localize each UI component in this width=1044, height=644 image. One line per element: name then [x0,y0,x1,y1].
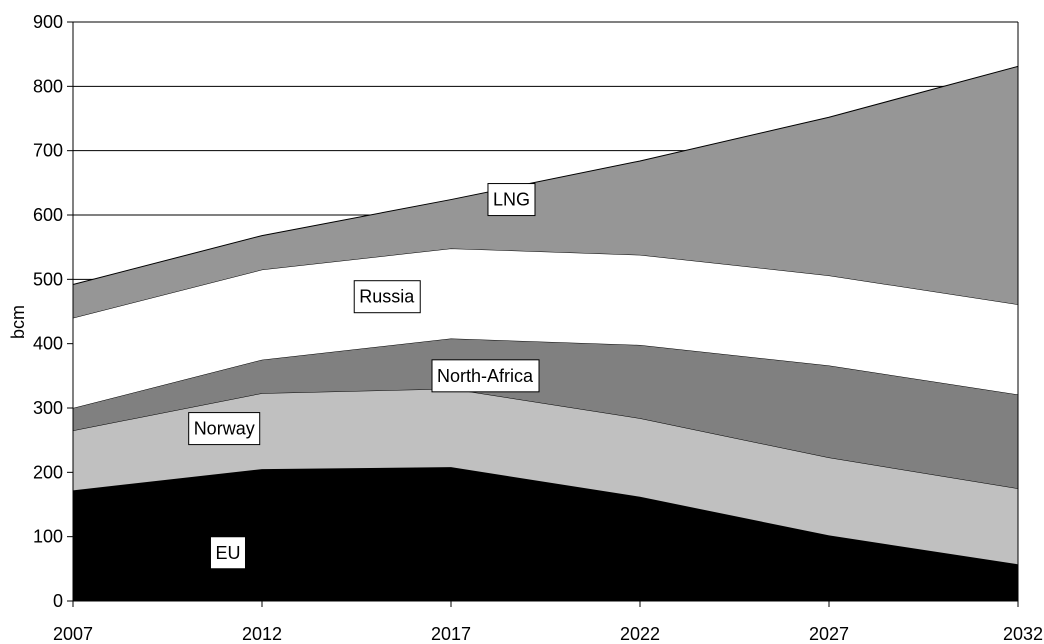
series-label-box [353,280,421,314]
axes: 0 100 200 300 400 500 600 700 800 900 2007 2012 2017… [33,12,1043,644]
series-label-text: Russia [359,287,415,307]
x-tick-label-2022: 2022 [620,624,660,644]
area-north-africa [73,338,1018,489]
area-series [72,65,1019,601]
y-tick-label-800: 800 [33,76,63,96]
series-label-lng: LNG [487,183,536,217]
y-tick-label-100: 100 [33,527,63,547]
series-label-text: LNG [493,190,530,210]
area-edge-eu [72,466,1019,565]
series-label-north-africa: North-Africa [431,359,540,393]
series-label-box [487,183,536,217]
series-labels: LNG Russia North-Africa Norway EU [188,183,540,570]
y-tick-label-200: 200 [33,462,63,482]
area-edge-lng [72,65,1019,285]
area-eu [73,467,1018,601]
y-tick-label-0: 0 [53,591,63,611]
y-axis-title: bcm [8,305,28,339]
area-lng [73,66,1018,318]
series-label-box [188,412,261,446]
y-tick-label-700: 700 [33,141,63,161]
area-russia [73,248,1018,408]
x-tick-label-2017: 2017 [431,624,471,644]
y-tick-label-900: 900 [33,12,63,32]
series-label-text: Norway [194,419,255,439]
series-label-text: North-Africa [437,366,534,386]
x-tick-label-2007: 2007 [53,624,93,644]
series-label-eu: EU [209,536,246,570]
series-label-box [209,536,246,570]
series-label-text: EU [215,543,240,563]
y-tick-label-500: 500 [33,269,63,289]
x-tick-label-2032: 2032 [1003,624,1043,644]
y-tick-label-600: 600 [33,205,63,225]
area-norway [73,388,1018,565]
series-label-norway: Norway [188,412,261,446]
series-label-box [431,359,540,393]
y-tick-label-300: 300 [33,398,63,418]
y-tick-label-400: 400 [33,334,63,354]
x-tick-label-2012: 2012 [242,624,282,644]
series-label-russia: Russia [353,280,421,314]
x-tick-label-2027: 2027 [809,624,849,644]
